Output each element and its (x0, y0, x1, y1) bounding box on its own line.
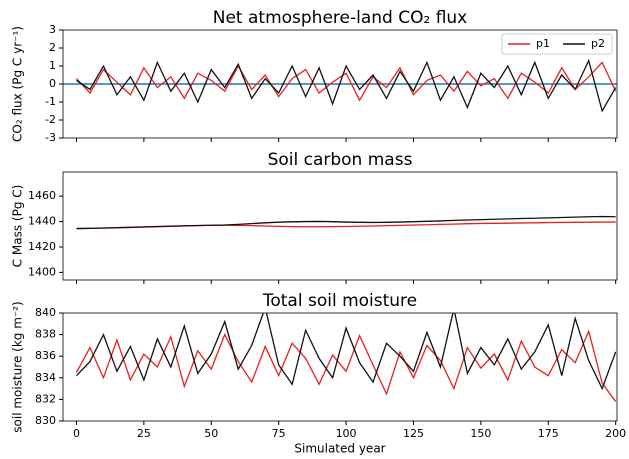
y-tick-label: 836 (35, 349, 56, 362)
y-tick-label: 840 (35, 306, 56, 319)
legend-box (501, 33, 613, 55)
axes-frame (62, 312, 618, 422)
y-tick-label: 834 (35, 371, 56, 384)
x-tick-label: 125 (403, 427, 424, 440)
y-tick-label: 832 (35, 392, 56, 405)
y-axis-label: C Mass (Pg C) (11, 185, 25, 268)
series-line (76, 313, 617, 391)
y-axis-label: CO₂ flux (Pg C yr⁻¹) (11, 26, 25, 142)
x-tick-label: 25 (137, 427, 151, 440)
x-tick-label: 150 (470, 427, 491, 440)
x-tick-label: 0 (73, 427, 80, 440)
y-tick-label: 1460 (28, 189, 56, 202)
y-tick-label: 3 (49, 23, 56, 36)
x-axis-label: Simulated year (294, 442, 385, 456)
panel-title: Total soil moisture (262, 291, 417, 311)
x-tick-label: 200 (605, 427, 626, 440)
panel-title: Soil carbon mass (268, 150, 413, 170)
x-tick-label: 50 (204, 427, 218, 440)
legend-label: p2 (591, 37, 605, 50)
y-axis-label: soil moisture (kg m⁻²) (11, 301, 25, 432)
y-tick-label: -1 (45, 95, 56, 108)
y-tick-label: 830 (35, 414, 56, 427)
y-tick-label: -3 (45, 131, 56, 144)
series-line (76, 58, 617, 113)
y-tick-label: 1400 (28, 265, 56, 278)
x-tick-label: 100 (336, 427, 357, 440)
series-line (76, 215, 616, 230)
y-tick-label: 2 (49, 41, 56, 54)
y-tick-label: 1420 (28, 240, 56, 253)
y-tick-label: 1440 (28, 215, 56, 228)
series-line (76, 221, 616, 230)
y-tick-label: 0 (49, 77, 56, 90)
x-tick-label: 75 (272, 427, 286, 440)
panel-title: Net atmosphere-land CO₂ flux (213, 8, 468, 28)
series-line (76, 61, 617, 102)
y-tick-label: -2 (45, 113, 56, 126)
axes-frame (62, 171, 618, 281)
axes-frame (62, 29, 618, 139)
series-line (75, 329, 617, 402)
y-tick-label: 838 (35, 328, 56, 341)
legend-label: p1 (536, 37, 550, 50)
y-tick-label: 1 (49, 59, 56, 72)
x-tick-label: 175 (538, 427, 559, 440)
